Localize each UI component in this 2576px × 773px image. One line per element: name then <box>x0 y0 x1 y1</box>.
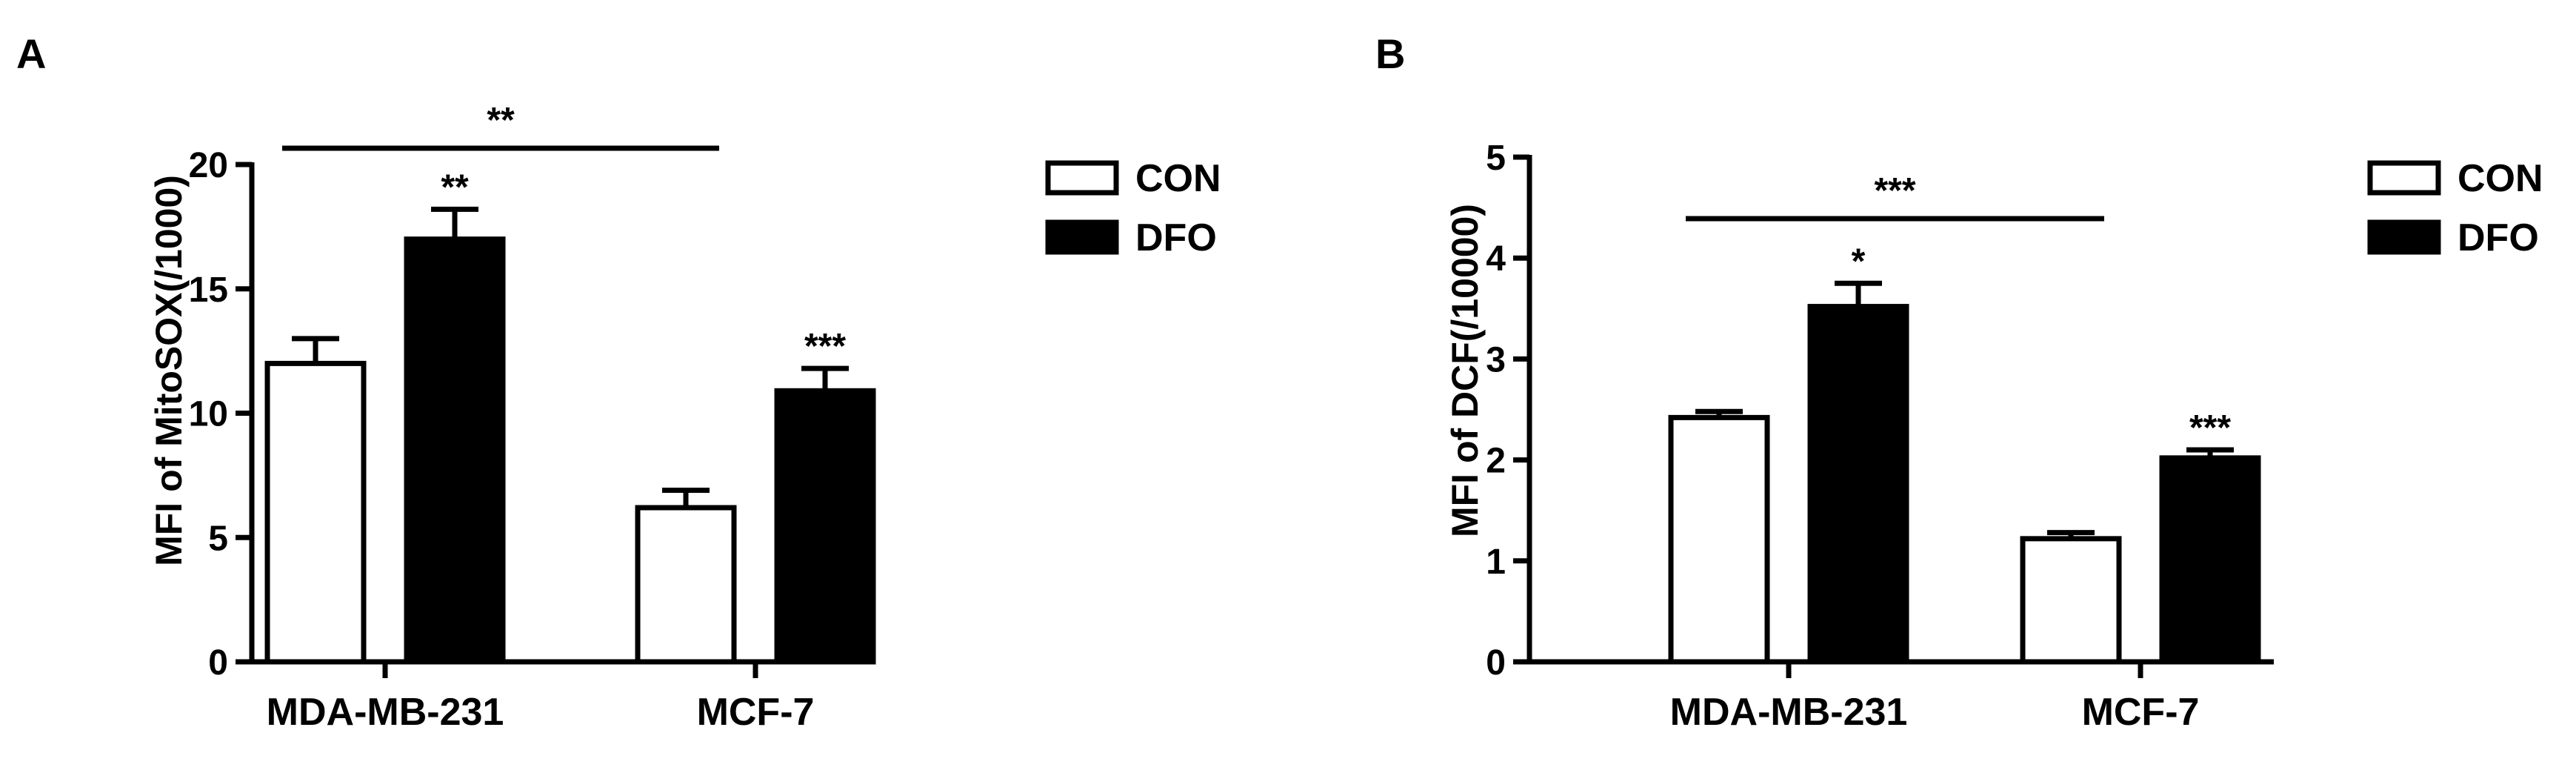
y-tick-label: 0 <box>1486 643 1506 683</box>
y-tick-label: 4 <box>1486 239 1506 279</box>
bar <box>2159 455 2261 665</box>
bar <box>774 388 876 665</box>
panel-letter-b: B <box>1375 30 1405 77</box>
y-tick-label: 20 <box>189 146 228 185</box>
bar <box>635 505 737 665</box>
legend-swatch <box>1045 219 1119 255</box>
panel-a: A MFI of MitoSOX(/1000) 0 5 10 15 20 MDA-MB-2… <box>16 30 1221 734</box>
bracket-significance-label: *** <box>1874 171 1915 210</box>
y-tick-label: 5 <box>208 519 228 558</box>
y-tick-label: 2 <box>1486 442 1506 481</box>
y-tick-label: 5 <box>1486 139 1506 178</box>
bar <box>1807 304 1909 665</box>
y-tick-label: 0 <box>208 643 228 683</box>
legend-label: CON <box>1135 157 1221 200</box>
bar <box>1668 414 1770 665</box>
y-tick-label: 3 <box>1486 340 1506 379</box>
significance-label: ** <box>441 167 469 207</box>
significance-label: *** <box>2189 408 2231 448</box>
x-tick-label: MDA-MB-231 <box>267 691 504 734</box>
legend-label: DFO <box>1135 216 1217 259</box>
y-tick-label: 10 <box>189 395 228 434</box>
bracket-significance-label: ** <box>487 101 515 140</box>
legend-swatch <box>1045 160 1119 196</box>
y-axis-label-b: MFI of DCF(/10000) <box>1444 204 1486 537</box>
y-tick-label: 1 <box>1486 543 1506 582</box>
x-tick-label: MCF-7 <box>697 691 815 734</box>
panel-letter-a: A <box>16 30 46 77</box>
bar <box>404 236 506 665</box>
y-tick-label: 15 <box>189 271 228 310</box>
legend-label: CON <box>2457 157 2543 200</box>
legend-swatch <box>2367 160 2441 196</box>
bar <box>2020 536 2122 665</box>
x-tick-label: MDA-MB-231 <box>1670 691 1908 734</box>
significance-label: * <box>1852 242 1866 281</box>
legend-swatch <box>2367 219 2441 255</box>
bar <box>264 360 367 665</box>
significance-label: *** <box>804 327 846 366</box>
y-axis-label-a: MFI of MitoSOX(/1000) <box>148 175 190 566</box>
x-tick-label: MCF-7 <box>2082 691 2200 734</box>
panel-b: B MFI of DCF(/10000) 0 1 2 3 4 5 MDA-MB-231 MCF… <box>1375 30 2543 734</box>
legend-label: DFO <box>2457 216 2539 259</box>
